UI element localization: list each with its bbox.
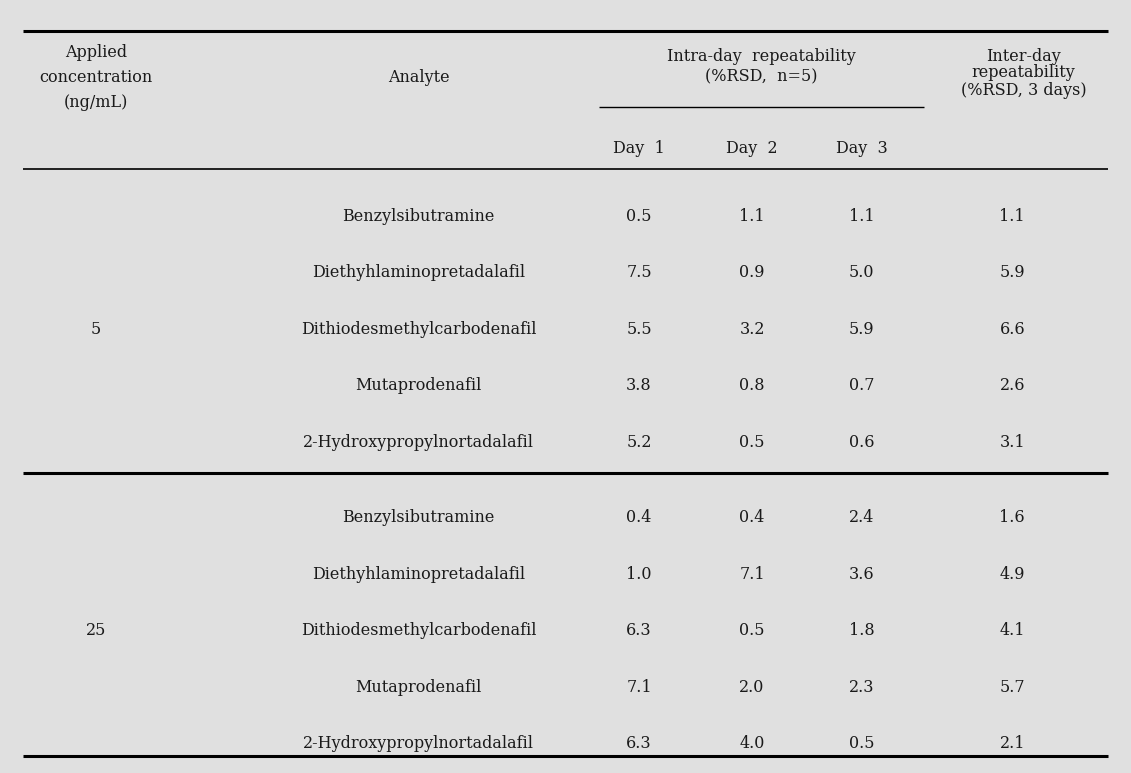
Text: 2.1: 2.1 <box>1000 735 1025 752</box>
Text: 0.9: 0.9 <box>740 264 765 281</box>
Text: 3.1: 3.1 <box>1000 434 1025 451</box>
Text: Applied
concentration
(ng/mL): Applied concentration (ng/mL) <box>40 44 153 111</box>
Text: 1.0: 1.0 <box>627 566 651 583</box>
Text: 3.6: 3.6 <box>849 566 874 583</box>
Text: Inter-day: Inter-day <box>986 48 1061 65</box>
Text: 2.0: 2.0 <box>740 679 765 696</box>
Text: Day  3: Day 3 <box>836 140 888 157</box>
Text: 1.6: 1.6 <box>1000 509 1025 526</box>
Text: 1.1: 1.1 <box>849 208 874 225</box>
Text: 2-Hydroxypropylnortadalafil: 2-Hydroxypropylnortadalafil <box>303 735 534 752</box>
Text: Mutaprodenafil: Mutaprodenafil <box>355 679 482 696</box>
Text: 6.3: 6.3 <box>627 622 651 639</box>
Text: Day  2: Day 2 <box>726 140 778 157</box>
Text: 5.0: 5.0 <box>849 264 874 281</box>
Text: 5.7: 5.7 <box>1000 679 1025 696</box>
Text: 3.8: 3.8 <box>627 377 651 394</box>
Text: 5.9: 5.9 <box>1000 264 1025 281</box>
Text: Diethyhlaminopretadalafil: Diethyhlaminopretadalafil <box>312 264 525 281</box>
Text: 1.1: 1.1 <box>1000 208 1025 225</box>
Text: 4.1: 4.1 <box>1000 622 1025 639</box>
Text: Dithiodesmethylcarbodenafil: Dithiodesmethylcarbodenafil <box>301 321 536 338</box>
Text: Benzylsibutramine: Benzylsibutramine <box>343 208 494 225</box>
Text: 6.6: 6.6 <box>1000 321 1025 338</box>
Text: Analyte: Analyte <box>388 69 449 86</box>
Text: 3.2: 3.2 <box>740 321 765 338</box>
Text: Intra-day  repeatability: Intra-day repeatability <box>667 48 856 65</box>
Text: 4.9: 4.9 <box>1000 566 1025 583</box>
Text: (%RSD, 3 days): (%RSD, 3 days) <box>960 82 1087 99</box>
Text: 2.4: 2.4 <box>849 509 874 526</box>
Text: repeatability: repeatability <box>972 64 1076 81</box>
Text: 2-Hydroxypropylnortadalafil: 2-Hydroxypropylnortadalafil <box>303 434 534 451</box>
Text: 7.1: 7.1 <box>627 679 651 696</box>
Text: 0.5: 0.5 <box>627 208 651 225</box>
Text: Day  1: Day 1 <box>613 140 665 157</box>
Text: 0.5: 0.5 <box>740 622 765 639</box>
Text: Diethyhlaminopretadalafil: Diethyhlaminopretadalafil <box>312 566 525 583</box>
Text: 5: 5 <box>90 321 102 338</box>
Text: 6.3: 6.3 <box>627 735 651 752</box>
Text: 5.2: 5.2 <box>627 434 651 451</box>
Text: 1.8: 1.8 <box>849 622 874 639</box>
Text: 2.6: 2.6 <box>1000 377 1025 394</box>
Text: 0.4: 0.4 <box>627 509 651 526</box>
Text: 25: 25 <box>86 622 106 639</box>
Text: 2.3: 2.3 <box>849 679 874 696</box>
Text: (%RSD,  n=5): (%RSD, n=5) <box>706 69 818 86</box>
Text: 0.8: 0.8 <box>740 377 765 394</box>
Text: 0.6: 0.6 <box>849 434 874 451</box>
Text: 4.0: 4.0 <box>740 735 765 752</box>
Text: 0.5: 0.5 <box>740 434 765 451</box>
Text: Mutaprodenafil: Mutaprodenafil <box>355 377 482 394</box>
Text: 0.5: 0.5 <box>849 735 874 752</box>
Text: 5.5: 5.5 <box>627 321 651 338</box>
Text: 1.1: 1.1 <box>740 208 765 225</box>
Text: Dithiodesmethylcarbodenafil: Dithiodesmethylcarbodenafil <box>301 622 536 639</box>
Text: 7.1: 7.1 <box>740 566 765 583</box>
Text: 0.4: 0.4 <box>740 509 765 526</box>
Text: 0.7: 0.7 <box>849 377 874 394</box>
Text: 7.5: 7.5 <box>627 264 651 281</box>
Text: 5.9: 5.9 <box>849 321 874 338</box>
Text: Benzylsibutramine: Benzylsibutramine <box>343 509 494 526</box>
